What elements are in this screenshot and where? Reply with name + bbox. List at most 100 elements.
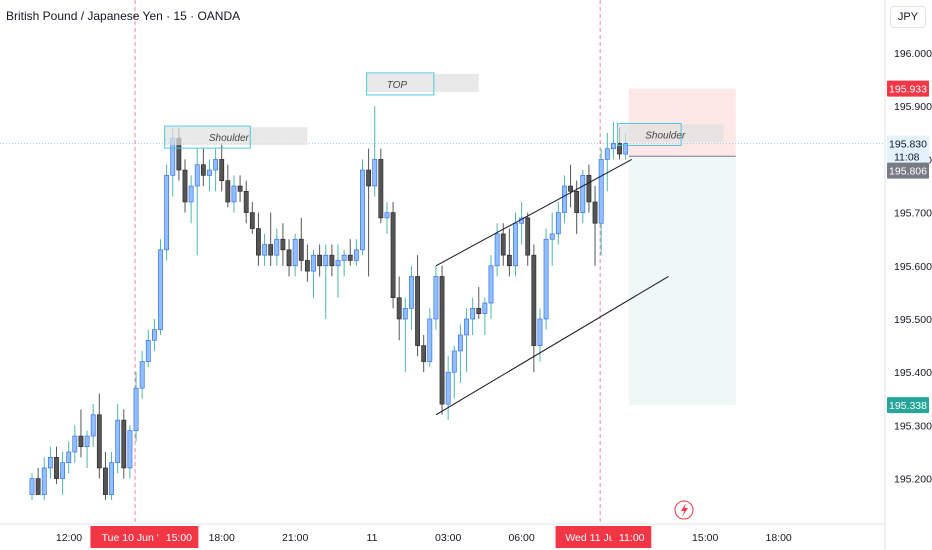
candle-body bbox=[182, 169, 188, 203]
candle-body bbox=[139, 361, 145, 389]
candle-body bbox=[623, 143, 629, 155]
candle-body bbox=[109, 462, 114, 495]
x-tick-highlight bbox=[612, 526, 652, 548]
x-tick-label: 18:00 bbox=[209, 532, 235, 544]
annotation-box[interactable] bbox=[617, 122, 682, 146]
candle-body bbox=[121, 419, 127, 469]
stop-loss-zone[interactable] bbox=[628, 88, 736, 157]
candle-body bbox=[506, 254, 512, 267]
channel-upper-line[interactable] bbox=[435, 158, 632, 267]
lightning-icon[interactable] bbox=[674, 500, 694, 520]
target-price-tag-bg bbox=[887, 397, 929, 414]
stop-price-tag-bg bbox=[887, 80, 929, 97]
current-price-tag-countdown: 11:08 bbox=[894, 151, 920, 163]
candle-body bbox=[617, 143, 622, 155]
x-tick-label: 12:00 bbox=[56, 532, 82, 544]
candle-body bbox=[610, 143, 616, 150]
candle-body bbox=[133, 387, 139, 432]
candle-body bbox=[188, 185, 194, 203]
y-tick-label: 195.900 bbox=[894, 101, 932, 113]
x-tick-label: 03:00 bbox=[435, 532, 461, 544]
annotation-background bbox=[617, 124, 724, 143]
annotation-background bbox=[366, 73, 479, 92]
candle-body bbox=[574, 191, 580, 213]
candle-body bbox=[286, 249, 292, 267]
candle-body bbox=[451, 350, 457, 373]
candle-body bbox=[35, 478, 41, 495]
candle-body bbox=[457, 334, 463, 352]
target-price-tag: 195.338 bbox=[889, 400, 927, 412]
x-tick-label: 15:00 bbox=[166, 532, 192, 544]
candle-body bbox=[200, 164, 206, 176]
candle-body bbox=[415, 276, 420, 346]
candle-body bbox=[317, 254, 323, 267]
candle-body bbox=[60, 462, 65, 479]
candle-body bbox=[213, 159, 218, 171]
candle-body bbox=[549, 233, 555, 240]
y-tick-label: 195.200 bbox=[894, 474, 932, 486]
candle-body bbox=[464, 318, 469, 336]
candle-body bbox=[470, 308, 476, 320]
stop-price-tag: 195.933 bbox=[889, 84, 927, 96]
candle-body bbox=[360, 169, 365, 251]
candle-body bbox=[427, 318, 433, 362]
candle-body bbox=[604, 148, 610, 160]
candle-body bbox=[311, 254, 316, 272]
candle-body bbox=[66, 451, 72, 463]
candle-body bbox=[568, 185, 573, 192]
candle-body bbox=[145, 339, 151, 362]
candle-body bbox=[409, 276, 414, 309]
candle-body bbox=[592, 201, 598, 224]
candle-body bbox=[78, 435, 84, 447]
candle-body bbox=[543, 238, 549, 320]
annotation-box[interactable] bbox=[164, 125, 251, 149]
candle-body bbox=[580, 175, 586, 213]
candle-body bbox=[476, 308, 482, 314]
x-tick-label: 21:00 bbox=[282, 532, 308, 544]
candle-body bbox=[274, 238, 280, 256]
candle-body bbox=[341, 254, 347, 261]
candle-body bbox=[158, 249, 163, 330]
currency-button[interactable]: JPY bbox=[890, 6, 926, 28]
y-tick-label: 195.600 bbox=[894, 261, 932, 273]
annotation-box[interactable] bbox=[366, 72, 435, 96]
annotation-background bbox=[164, 127, 308, 146]
candle-body bbox=[513, 222, 518, 267]
candle-body bbox=[329, 254, 335, 267]
x-tick-label: 18:00 bbox=[765, 532, 791, 544]
candle-body bbox=[127, 430, 133, 469]
x-tick-label: 11:00 bbox=[619, 532, 645, 544]
candle-body bbox=[482, 302, 488, 314]
candle-body bbox=[262, 244, 267, 256]
entry-price-tag-bg bbox=[887, 162, 929, 179]
y-tick-label: 195.700 bbox=[894, 208, 932, 220]
candle-body bbox=[537, 318, 543, 346]
candle-body bbox=[231, 185, 237, 203]
x-tick-label: Tue 10 Jun '25 bbox=[102, 532, 171, 544]
annotation-label: Shoulder bbox=[209, 133, 250, 144]
take-profit-zone[interactable] bbox=[628, 156, 736, 406]
candle-body bbox=[421, 345, 427, 362]
candle-body bbox=[378, 159, 384, 219]
candle-body bbox=[237, 185, 243, 192]
x-tick-label: 15:00 bbox=[692, 532, 718, 544]
candle-body bbox=[54, 457, 59, 479]
annotation-label: TOP bbox=[387, 80, 408, 91]
candle-body bbox=[372, 159, 378, 187]
candle-body bbox=[445, 371, 451, 405]
x-tick-highlight bbox=[159, 526, 199, 548]
y-tick-label: 195.300 bbox=[894, 420, 932, 432]
candle-body bbox=[256, 228, 261, 256]
candle-body bbox=[90, 414, 96, 437]
candle-body bbox=[292, 238, 298, 267]
current-price-tag: 195.830 bbox=[889, 138, 927, 150]
candle-body bbox=[152, 329, 157, 341]
candle-body bbox=[164, 175, 170, 251]
channel-lower-line[interactable] bbox=[435, 276, 669, 416]
candle-body bbox=[586, 175, 592, 203]
candle-body bbox=[347, 254, 353, 261]
candle-body bbox=[439, 276, 445, 405]
candle-body bbox=[494, 233, 500, 267]
candle-body bbox=[555, 212, 561, 235]
